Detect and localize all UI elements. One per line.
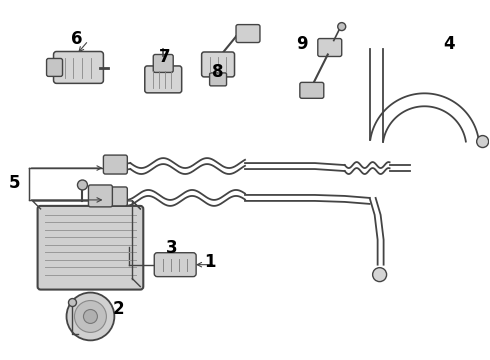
FancyBboxPatch shape	[236, 24, 260, 42]
FancyBboxPatch shape	[103, 155, 127, 174]
Circle shape	[77, 180, 87, 190]
Circle shape	[477, 136, 489, 148]
FancyBboxPatch shape	[38, 206, 143, 289]
Text: 3: 3	[166, 239, 177, 257]
FancyBboxPatch shape	[153, 54, 173, 72]
Text: 4: 4	[443, 35, 455, 53]
FancyBboxPatch shape	[210, 73, 226, 86]
Text: 7: 7	[158, 49, 170, 67]
Circle shape	[67, 293, 114, 340]
FancyBboxPatch shape	[47, 58, 63, 76]
Text: 2: 2	[113, 301, 124, 319]
FancyBboxPatch shape	[89, 185, 112, 207]
Circle shape	[338, 23, 346, 31]
FancyBboxPatch shape	[103, 187, 127, 206]
Text: 6: 6	[71, 30, 82, 48]
FancyBboxPatch shape	[53, 51, 103, 84]
FancyBboxPatch shape	[154, 253, 196, 276]
FancyBboxPatch shape	[300, 82, 324, 98]
Text: 8: 8	[212, 63, 224, 81]
FancyBboxPatch shape	[318, 39, 342, 57]
FancyBboxPatch shape	[145, 66, 182, 93]
Circle shape	[74, 301, 106, 332]
Circle shape	[372, 268, 387, 282]
Text: 9: 9	[296, 35, 308, 53]
FancyBboxPatch shape	[201, 52, 235, 77]
Text: 5: 5	[9, 174, 21, 192]
Circle shape	[69, 298, 76, 306]
Circle shape	[83, 310, 98, 323]
Text: 1: 1	[204, 253, 216, 271]
